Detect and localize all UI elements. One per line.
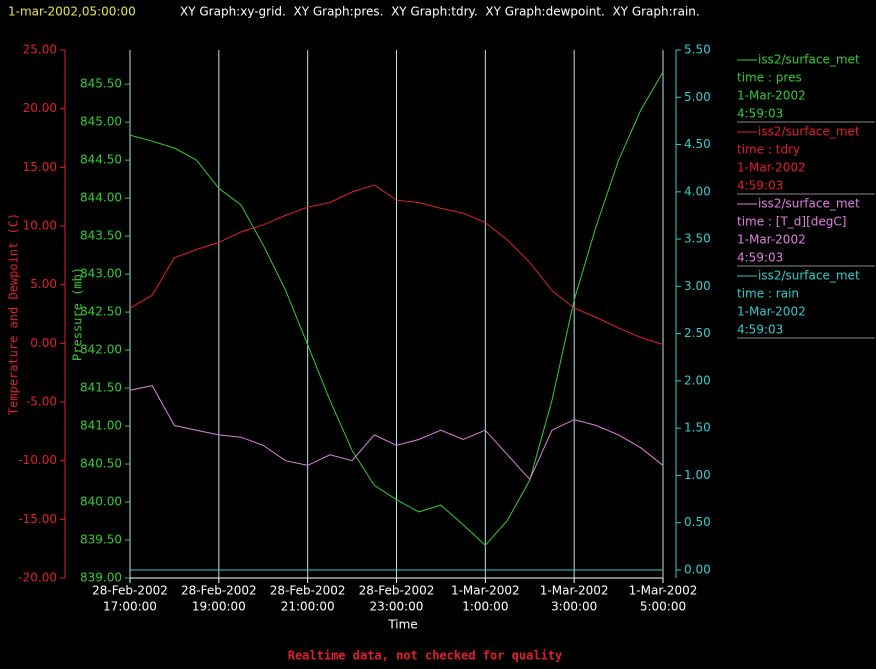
legend-label: time : [T_d][degC] [737,215,846,229]
x-tick-label: 19:00:00 [192,600,246,614]
y-tick-label: 5.00 [30,277,57,291]
legend-label: 1-Mar-2002 [737,89,806,103]
x-tick-label: 28-Feb-2002 [92,584,168,598]
y-tick-label: 0.50 [684,515,711,529]
legend-label: 1-Mar-2002 [737,161,806,175]
y-tick-label: 0.00 [684,562,711,576]
y-tick-label: 0.00 [30,336,57,350]
legend-label: 4:59:03 [737,179,783,193]
legend-label: 1-Mar-2002 [737,305,806,319]
legend-label: iss2/surface_met [758,125,860,139]
x-tick-label: 1-Mar-2002 [540,584,609,598]
series-line [129,385,664,481]
y-tick-label: 840.50 [80,457,122,471]
y-tick-label: 845.50 [80,77,122,91]
legend-label: iss2/surface_met [758,197,860,211]
y-tick-label: 5.50 [684,43,711,57]
footer-note: Realtime data, not checked for quality [288,649,563,663]
legend-label: iss2/surface_met [758,269,860,283]
legend-label: time : pres [737,71,802,85]
y-tick-label: -20.00 [18,571,57,585]
legend-label: time : tdry [737,143,800,157]
y-tick-label: 1.50 [684,421,711,435]
y-tick-label: 20.00 [23,101,57,115]
y-tick-label: 844.50 [80,153,122,167]
y-tick-label: 842.00 [80,343,122,357]
x-tick-label: 1-Mar-2002 [451,584,520,598]
y-tick-label: 3.00 [684,279,711,293]
y-tick-label: 843.50 [80,229,122,243]
y-tick-label: 840.00 [80,495,122,509]
x-tick-label: 1-Mar-2002 [629,584,698,598]
x-tick-label: 21:00:00 [281,600,335,614]
y2-axis-label: Pressure (mb) [71,267,85,361]
x-tick-label: 17:00:00 [103,600,157,614]
x-tick-label: 28-Feb-2002 [270,584,346,598]
y-tick-label: 2.50 [684,326,711,340]
x-tick-label: 23:00:00 [370,600,424,614]
y-tick-label: 839.00 [80,571,122,585]
y-tick-label: 15.00 [23,160,57,174]
y-axis-label: Temperature and Dewpoint (C) [7,213,21,415]
y-tick-label: -5.00 [26,395,57,409]
legend-label: 4:59:03 [737,323,783,337]
y-tick-label: 841.00 [80,419,122,433]
series-line [129,71,664,547]
x-tick-label: 5:00:00 [640,600,686,614]
y-tick-label: 845.00 [80,115,122,129]
y-tick-label: 10.00 [23,219,57,233]
y-tick-label: 841.50 [80,381,122,395]
y-tick-label: 25.00 [23,43,57,57]
y-tick-label: 2.00 [684,373,711,387]
chart-title: XY Graph:xy-grid. XY Graph:pres. XY Grap… [180,5,700,19]
legend-label: 4:59:03 [737,107,783,121]
x-axis-label: Time [387,618,417,632]
y-tick-label: -15.00 [18,512,57,526]
y-tick-label: -10.00 [18,453,57,467]
legend-label: 4:59:03 [737,251,783,265]
x-tick-label: 28-Feb-2002 [181,584,257,598]
y-tick-label: 843.00 [80,267,122,281]
y-tick-label: 4.00 [684,184,711,198]
y-tick-label: 4.50 [684,137,711,151]
x-tick-label: 28-Feb-2002 [359,584,435,598]
y-tick-label: 839.50 [80,533,122,547]
legend-label: 1-Mar-2002 [737,233,806,247]
y-tick-label: 1.00 [684,468,711,482]
y-tick-label: 3.50 [684,232,711,246]
legend-label: time : rain [737,287,799,301]
y-tick-label: 844.00 [80,191,122,205]
x-tick-label: 3:00:00 [551,600,597,614]
y-tick-label: 842.50 [80,305,122,319]
series-line [129,184,664,345]
y-tick-label: 5.00 [684,90,711,104]
x-tick-label: 1:00:00 [462,600,508,614]
header-time: 1-mar-2002,05:00:00 [8,5,136,19]
legend-label: iss2/surface_met [758,53,860,67]
